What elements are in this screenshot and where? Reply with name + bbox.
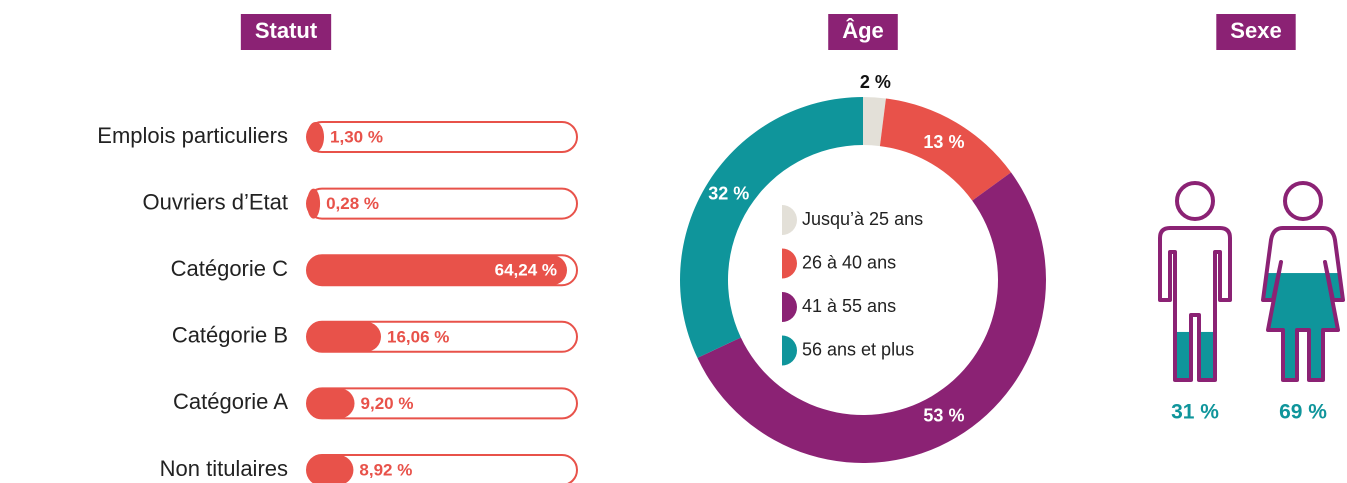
bar-track [306,121,578,153]
legend-label: 26 à 40 ans [802,252,896,272]
figure-outline [1261,226,1345,382]
section-title: Sexe [1230,18,1281,43]
value-label: 16,06 % [387,327,449,346]
value-label: 64,24 % [495,261,557,280]
figure-outline [1158,226,1232,382]
title-box [240,14,332,50]
value-label: 1,30 % [330,127,383,146]
bar-track [306,320,578,353]
category-label: Emplois particuliers [97,123,288,148]
bar-track [306,254,578,287]
bar-track [306,454,578,483]
legend-marker [782,205,797,235]
value-label: 31 % [1171,401,1219,424]
donut-segment [863,97,886,147]
bar [307,321,381,352]
category-label: Catégorie B [172,323,288,348]
value-label: 13 % [923,132,964,152]
category-label: Catégorie A [173,389,288,414]
bar [307,455,354,483]
section-title: Statut [255,18,318,43]
title-box [1216,14,1296,50]
value-label: 0,28 % [326,194,379,213]
category-label: Ouvriers d’Etat [143,189,289,214]
bar-track [306,387,578,420]
bar [307,388,355,419]
donut-segment [697,172,1046,464]
pictogram [1158,181,1232,382]
legend-label: 41 à 55 ans [802,296,896,316]
value-label: 53 % [923,406,964,426]
legend-marker [782,335,797,366]
legend-marker [782,292,797,322]
figure-head [1283,181,1323,221]
donut-segment [879,98,1012,201]
bar [307,188,321,219]
donut-segment [679,97,863,358]
section-title: Âge [842,18,884,43]
category-label: Catégorie C [171,256,289,281]
category-label: Non titulaires [160,456,288,481]
legend-label: 56 ans et plus [802,339,914,359]
legend-marker [782,248,797,279]
fill-level [1263,273,1343,380]
value-label: 9,20 % [361,394,414,413]
bar [307,255,567,286]
figure-head [1175,181,1215,221]
pictogram [1261,181,1345,382]
bar [307,122,325,152]
value-label: 2 % [860,72,891,92]
legend-label: Jusqu’à 25 ans [802,209,923,229]
value-label: 32 % [708,184,749,204]
value-label: 69 % [1279,401,1327,424]
title-box [828,14,898,50]
value-label: 8,92 % [359,460,412,479]
fill-level [1160,331,1230,380]
bar-track [306,187,578,220]
